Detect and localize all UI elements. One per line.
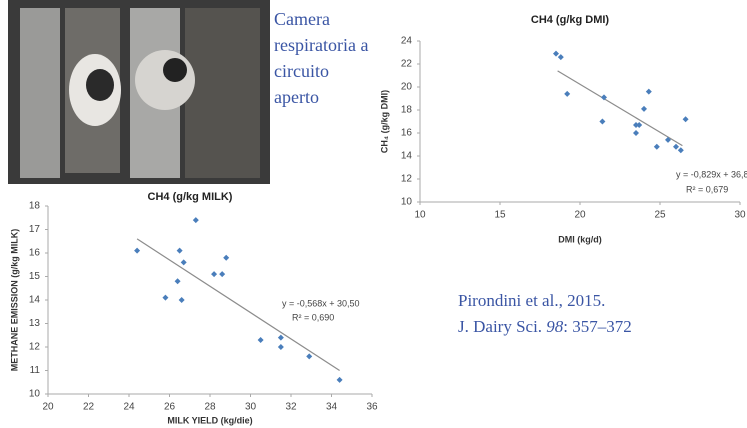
x-tick-label: 36 — [366, 402, 378, 413]
point — [654, 144, 660, 150]
y-tick-label: 14 — [401, 151, 413, 162]
x-tick-label: 32 — [285, 402, 297, 413]
point — [553, 51, 559, 57]
y-tick-label: 12 — [401, 174, 413, 185]
x-tick-label: 30 — [734, 210, 746, 221]
trend-equation: y = -0,829x + 36,8 — [676, 169, 747, 179]
y-axis-label: METHANE EMISSION (g/kg MILK) — [9, 229, 19, 372]
pages: : 357–372 — [563, 317, 631, 336]
point — [683, 116, 689, 122]
photo — [8, 0, 270, 184]
x-tick-label: 34 — [326, 402, 338, 413]
y-tick-label: 16 — [401, 128, 413, 139]
trendline — [558, 71, 683, 146]
point — [633, 130, 639, 136]
y-tick-label: 13 — [29, 318, 41, 329]
y-tick-label: 15 — [29, 271, 41, 282]
slide: CH4 (g/kg DMI) 10 12 14 16 18 20 22 24 10 15 20 25 30… — [0, 0, 747, 428]
point — [678, 147, 684, 153]
trend-r2: R² = 0,690 — [292, 312, 334, 322]
y-tick-label: 11 — [30, 365, 41, 376]
reference-line: J. Dairy Sci. 98: 357–372 — [458, 314, 632, 340]
reference-line: Pirondini et al., 2015. — [458, 288, 632, 314]
x-tick-label: 20 — [42, 402, 54, 413]
x-tick-label: 26 — [164, 402, 176, 413]
x-tick-label: 25 — [654, 210, 666, 221]
caption: Camera respiratoria a circuito aperto — [274, 6, 374, 110]
x-tick-label: 22 — [83, 402, 95, 413]
y-tick-label: 18 — [29, 201, 41, 212]
trend-r2: R² = 0,679 — [686, 184, 728, 194]
point — [558, 54, 564, 60]
journal: J. Dairy Sci. — [458, 317, 542, 336]
y-tick-label: 22 — [401, 59, 413, 70]
point — [673, 144, 679, 150]
y-tick-label: 12 — [29, 342, 41, 353]
x-tick-label: 28 — [204, 402, 216, 413]
volume: 98 — [546, 317, 563, 336]
y-tick-label: 10 — [29, 389, 41, 400]
x-axis-label: DMI (kg/d) — [558, 234, 602, 244]
x-tick-label: 24 — [123, 402, 135, 413]
y-tick-label: 24 — [401, 36, 413, 47]
y-tick-label: 14 — [29, 295, 41, 306]
y-tick-label: 18 — [401, 105, 413, 116]
x-tick-label: 10 — [414, 210, 426, 221]
point — [564, 91, 570, 97]
chart-title: CH4 (g/kg DMI) — [531, 14, 610, 26]
trend-equation: y = -0,568x + 30,50 — [282, 298, 360, 308]
reference: Pirondini et al., 2015. J. Dairy Sci. 98… — [458, 288, 632, 340]
y-tick-label: 10 — [401, 197, 413, 208]
y-axis-label: CH₄ (g/kg DMI) — [379, 90, 389, 153]
point — [646, 89, 652, 95]
y-tick-label: 16 — [29, 248, 41, 259]
chart-title: CH4 (g/kg MILK) — [148, 191, 233, 203]
x-axis-label: MILK YIELD (kg/die) — [167, 415, 252, 425]
point — [636, 122, 642, 128]
y-tick-label: 20 — [401, 82, 413, 93]
x-tick-label: 20 — [574, 210, 586, 221]
x-tick-label: 15 — [494, 210, 506, 221]
y-tick-label: 17 — [29, 224, 41, 235]
point — [641, 106, 647, 112]
point — [599, 119, 605, 125]
x-tick-label: 30 — [245, 402, 257, 413]
